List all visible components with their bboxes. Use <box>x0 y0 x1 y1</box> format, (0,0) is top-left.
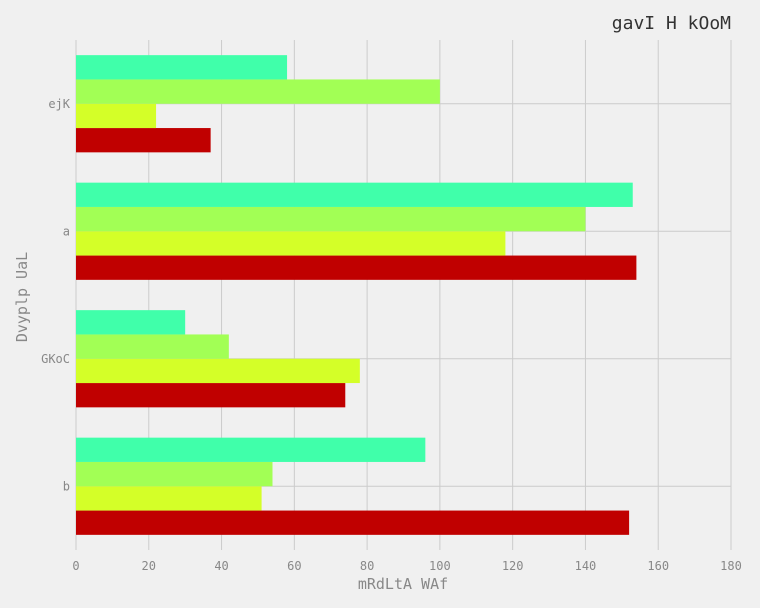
x-tick-label: 120 <box>502 559 524 573</box>
bar <box>76 461 273 487</box>
bar <box>76 437 426 462</box>
bar <box>76 383 346 408</box>
y-axis-label: Dvyplp UaL <box>13 252 31 342</box>
bar <box>76 310 186 335</box>
y-axis-ticks: b GKoC a ejK <box>41 97 71 494</box>
bar <box>76 182 633 207</box>
bars <box>76 55 637 535</box>
x-tick-label: 100 <box>429 559 451 573</box>
bar <box>76 128 211 153</box>
x-tick-label: 20 <box>142 559 156 573</box>
bar <box>76 510 630 535</box>
x-axis-label: mRdLtA WAf <box>358 575 448 593</box>
x-tick-label: 40 <box>214 559 228 573</box>
bar <box>76 79 440 104</box>
chart-title: gavI H kOoM <box>612 13 731 34</box>
y-tick-label: b <box>63 479 70 493</box>
bar <box>76 206 586 232</box>
x-tick-label: 60 <box>287 559 301 573</box>
bar <box>76 486 262 511</box>
y-tick-label: GKoC <box>41 352 70 366</box>
x-tick-label: 180 <box>720 559 742 573</box>
x-tick-label: 80 <box>360 559 374 573</box>
bar <box>76 103 157 129</box>
bar <box>76 255 637 280</box>
x-tick-label: 0 <box>72 559 79 573</box>
x-tick-label: 140 <box>575 559 597 573</box>
y-tick-label: a <box>63 224 70 238</box>
bar <box>76 358 360 384</box>
bar <box>76 231 506 256</box>
y-tick-label: ejK <box>48 97 70 111</box>
x-tick-label: 160 <box>647 559 669 573</box>
bar <box>76 55 288 80</box>
bar <box>76 334 229 359</box>
x-axis-ticks: 0 20 40 60 80 100 120 140 160 180 <box>72 559 741 573</box>
